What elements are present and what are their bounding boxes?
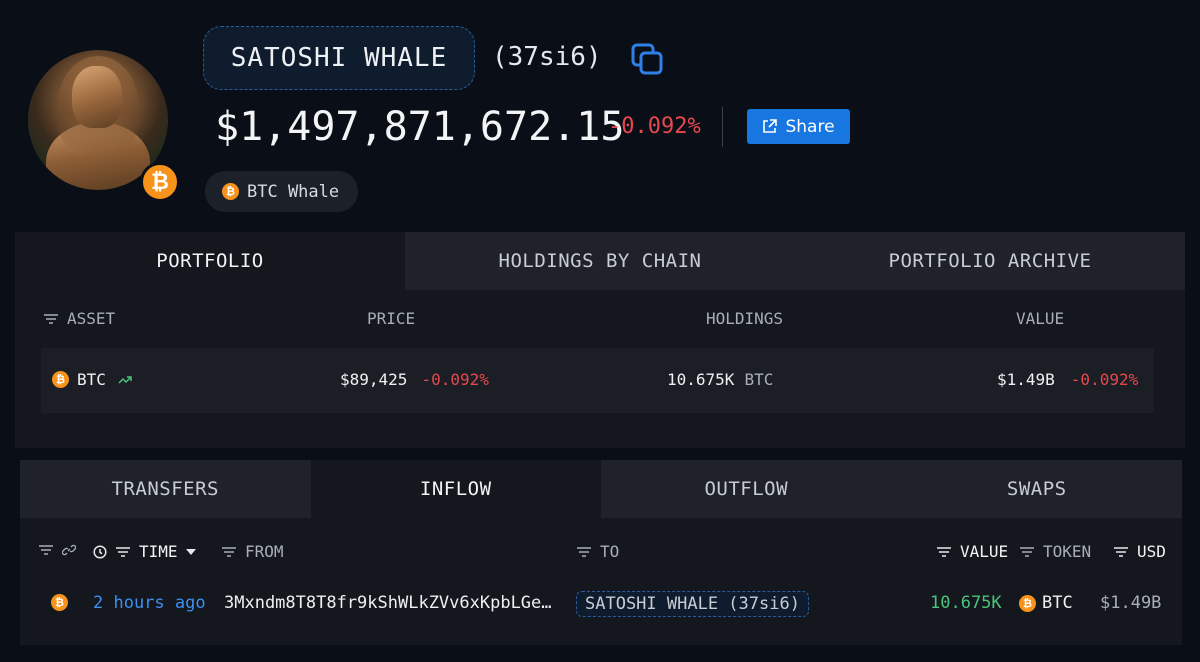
price-change: -0.092% bbox=[421, 370, 489, 389]
header-time[interactable]: TIME bbox=[93, 542, 196, 561]
bitcoin-icon: ₿ bbox=[52, 371, 69, 388]
share-label: Share bbox=[785, 116, 835, 137]
divider bbox=[722, 107, 723, 147]
header-asset[interactable]: ASSET bbox=[43, 309, 115, 328]
tab-portfolio-archive[interactable]: PORTFOLIO ARCHIVE bbox=[795, 232, 1185, 290]
value-change: -0.092% bbox=[1070, 370, 1139, 389]
asset-symbol: BTC bbox=[77, 370, 106, 389]
address-short: (37si6) bbox=[492, 42, 602, 72]
transfers-panel: TRANSFERS INFLOW OUTFLOW SWAPS TIME FROM… bbox=[20, 460, 1182, 645]
bitcoin-icon: ₿ bbox=[51, 594, 68, 611]
portfolio-balance: $1,497,871,672.15 bbox=[215, 104, 625, 150]
transfer-from[interactable]: 3Mxndm8T8T8fr9kShWLkZVv6xKpbLGe… bbox=[224, 593, 552, 613]
copy-icon[interactable] bbox=[630, 42, 664, 76]
transfer-value: 10.675K bbox=[930, 593, 1002, 613]
clock-icon bbox=[93, 544, 107, 559]
asset-value: $1.49B bbox=[997, 370, 1055, 389]
tag-label: BTC Whale bbox=[247, 181, 340, 202]
filter-icon bbox=[116, 546, 130, 557]
tab-portfolio[interactable]: PORTFOLIO bbox=[15, 232, 405, 290]
header-from[interactable]: FROM bbox=[221, 542, 284, 561]
profile-avatar: ₿ bbox=[28, 50, 180, 202]
external-link-icon bbox=[763, 119, 778, 133]
filter-icon bbox=[1020, 546, 1034, 557]
header-token[interactable]: TOKEN bbox=[1019, 542, 1091, 561]
filter-icon bbox=[222, 546, 236, 557]
portfolio-tabs: PORTFOLIO HOLDINGS BY CHAIN PORTFOLIO AR… bbox=[15, 232, 1185, 290]
filter-icon bbox=[39, 545, 53, 555]
header-to[interactable]: TO bbox=[576, 542, 619, 561]
header-value[interactable]: VALUE bbox=[1016, 309, 1065, 328]
tab-outflow[interactable]: OUTFLOW bbox=[601, 460, 892, 518]
asset-price: $89,425 bbox=[340, 370, 408, 389]
entity-tag[interactable]: ₿ BTC Whale bbox=[205, 171, 358, 212]
table-row[interactable]: ₿ BTC $89,425 -0.092% 10.675K BTC $1.49B… bbox=[41, 348, 1154, 413]
filter-icon bbox=[937, 546, 951, 557]
entity-name[interactable]: SATOSHI WHALE bbox=[203, 26, 475, 90]
filter-icon bbox=[1114, 546, 1128, 557]
trend-up-icon bbox=[118, 375, 132, 384]
header-filters[interactable] bbox=[38, 543, 76, 557]
tab-transfers[interactable]: TRANSFERS bbox=[20, 460, 311, 518]
transfers-tabs: TRANSFERS INFLOW OUTFLOW SWAPS bbox=[20, 460, 1182, 518]
bitcoin-icon: ₿ bbox=[1019, 594, 1036, 612]
filter-icon bbox=[44, 313, 58, 324]
balance-change: -0.092% bbox=[608, 114, 701, 139]
asset-holdings: 10.675K bbox=[667, 370, 735, 389]
link-icon bbox=[62, 544, 76, 556]
transfer-usd: $1.49B bbox=[1100, 593, 1162, 613]
header-usd[interactable]: USD bbox=[1113, 542, 1166, 561]
caret-down-icon bbox=[185, 548, 196, 555]
bitcoin-icon: ₿ bbox=[140, 162, 180, 202]
share-button[interactable]: Share bbox=[747, 109, 850, 144]
header-holdings[interactable]: HOLDINGS bbox=[706, 309, 784, 328]
portfolio-panel: PORTFOLIO HOLDINGS BY CHAIN PORTFOLIO AR… bbox=[15, 232, 1185, 448]
avatar-image bbox=[28, 50, 168, 190]
filter-icon bbox=[577, 546, 591, 557]
transfer-time[interactable]: 2 hours ago bbox=[93, 593, 206, 613]
header-price[interactable]: PRICE bbox=[367, 309, 416, 328]
transfer-to[interactable]: SATOSHI WHALE (37si6) bbox=[576, 591, 809, 617]
holdings-unit: BTC bbox=[744, 370, 774, 389]
tab-inflow[interactable]: INFLOW bbox=[310, 460, 601, 518]
header-value[interactable]: VALUE bbox=[936, 542, 1008, 561]
tab-swaps[interactable]: SWAPS bbox=[891, 460, 1182, 518]
transfer-token[interactable]: ₿ BTC bbox=[1019, 593, 1073, 613]
tab-holdings-by-chain[interactable]: HOLDINGS BY CHAIN bbox=[405, 232, 795, 290]
bitcoin-icon: ₿ bbox=[222, 183, 239, 200]
